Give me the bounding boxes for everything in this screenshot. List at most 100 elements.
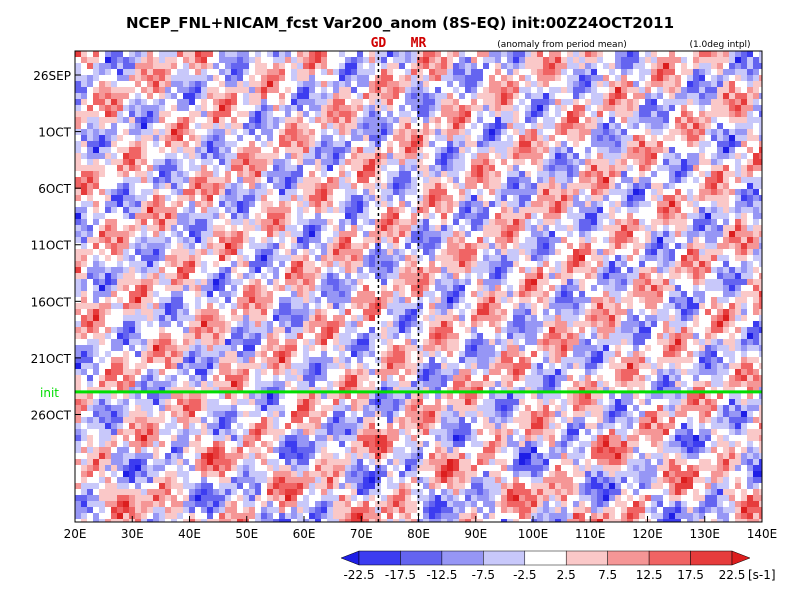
field-cell [639, 177, 645, 183]
field-cell [225, 123, 231, 129]
field-cell [195, 87, 201, 93]
field-cell [423, 81, 429, 87]
field-cell [585, 141, 591, 147]
field-cell [495, 303, 501, 309]
field-cell [429, 81, 435, 87]
field-cell [315, 129, 321, 135]
field-cell [297, 165, 303, 171]
field-cell [729, 189, 735, 195]
field-cell [99, 261, 105, 267]
field-cell [573, 237, 579, 243]
field-cell [423, 201, 429, 207]
field-cell [285, 309, 291, 315]
field-cell [363, 159, 369, 165]
field-cell [111, 297, 117, 303]
field-cell [705, 93, 711, 99]
field-cell [735, 267, 741, 273]
field-cell [561, 297, 567, 303]
field-cell [735, 165, 741, 171]
field-cell [483, 171, 489, 177]
field-cell [489, 255, 495, 261]
field-cell [705, 183, 711, 189]
field-cell [489, 189, 495, 195]
field-cell [501, 285, 507, 291]
field-cell [573, 231, 579, 237]
field-cell [663, 57, 669, 63]
field-cell [501, 225, 507, 231]
field-cell [75, 267, 81, 273]
field-cell [543, 147, 549, 153]
field-cell [513, 249, 519, 255]
field-cell [213, 303, 219, 309]
field-cell [201, 165, 207, 171]
field-cell [87, 99, 93, 105]
field-cell [591, 225, 597, 231]
field-cell [279, 207, 285, 213]
field-cell [675, 183, 681, 189]
field-cell [135, 219, 141, 225]
field-cell [687, 111, 693, 117]
field-cell [363, 195, 369, 201]
field-cell [141, 291, 147, 297]
field-cell [621, 81, 627, 87]
field-cell [219, 147, 225, 153]
field-cell [117, 171, 123, 177]
field-cell [615, 165, 621, 171]
field-cell [411, 219, 417, 225]
field-cell [327, 249, 333, 255]
field-cell [435, 261, 441, 267]
field-cell [633, 213, 639, 219]
field-cell [525, 63, 531, 69]
field-cell [747, 231, 753, 237]
field-cell [621, 117, 627, 123]
field-cell [627, 135, 633, 141]
field-cell [537, 207, 543, 213]
field-cell [303, 129, 309, 135]
field-cell [93, 123, 99, 129]
field-cell [147, 207, 153, 213]
field-cell [687, 177, 693, 183]
field-cell [339, 303, 345, 309]
field-cell [567, 213, 573, 219]
field-cell [483, 69, 489, 75]
field-cell [327, 303, 333, 309]
field-cell [285, 105, 291, 111]
field-cell [177, 195, 183, 201]
field-cell [663, 195, 669, 201]
field-cell [759, 195, 762, 201]
field-cell [87, 129, 93, 135]
field-cell [747, 57, 753, 63]
field-cell [387, 225, 393, 231]
field-cell [147, 111, 153, 117]
field-cell [735, 195, 741, 201]
field-cell [495, 297, 501, 303]
field-cell [75, 177, 81, 183]
field-cell [75, 285, 81, 291]
field-cell [135, 231, 141, 237]
field-cell [645, 153, 651, 159]
field-cell [447, 219, 453, 225]
field-cell [327, 147, 333, 153]
field-cell [573, 147, 579, 153]
field-cell [333, 189, 339, 195]
field-cell [435, 87, 441, 93]
field-cell [159, 141, 165, 147]
field-cell [267, 129, 273, 135]
field-cell [525, 75, 531, 81]
field-cell [309, 237, 315, 243]
field-cell [519, 195, 525, 201]
field-cell [267, 123, 273, 129]
field-cell [429, 105, 435, 111]
field-cell [135, 201, 141, 207]
field-cell [531, 147, 537, 153]
field-cell [609, 147, 615, 153]
field-cell [759, 291, 762, 297]
field-cell [297, 111, 303, 117]
field-cell [693, 141, 699, 147]
field-cell [615, 111, 621, 117]
field-cell [393, 135, 399, 141]
field-cell [285, 63, 291, 69]
field-cell [747, 273, 753, 279]
field-cell [567, 111, 573, 117]
field-cell [105, 93, 111, 99]
